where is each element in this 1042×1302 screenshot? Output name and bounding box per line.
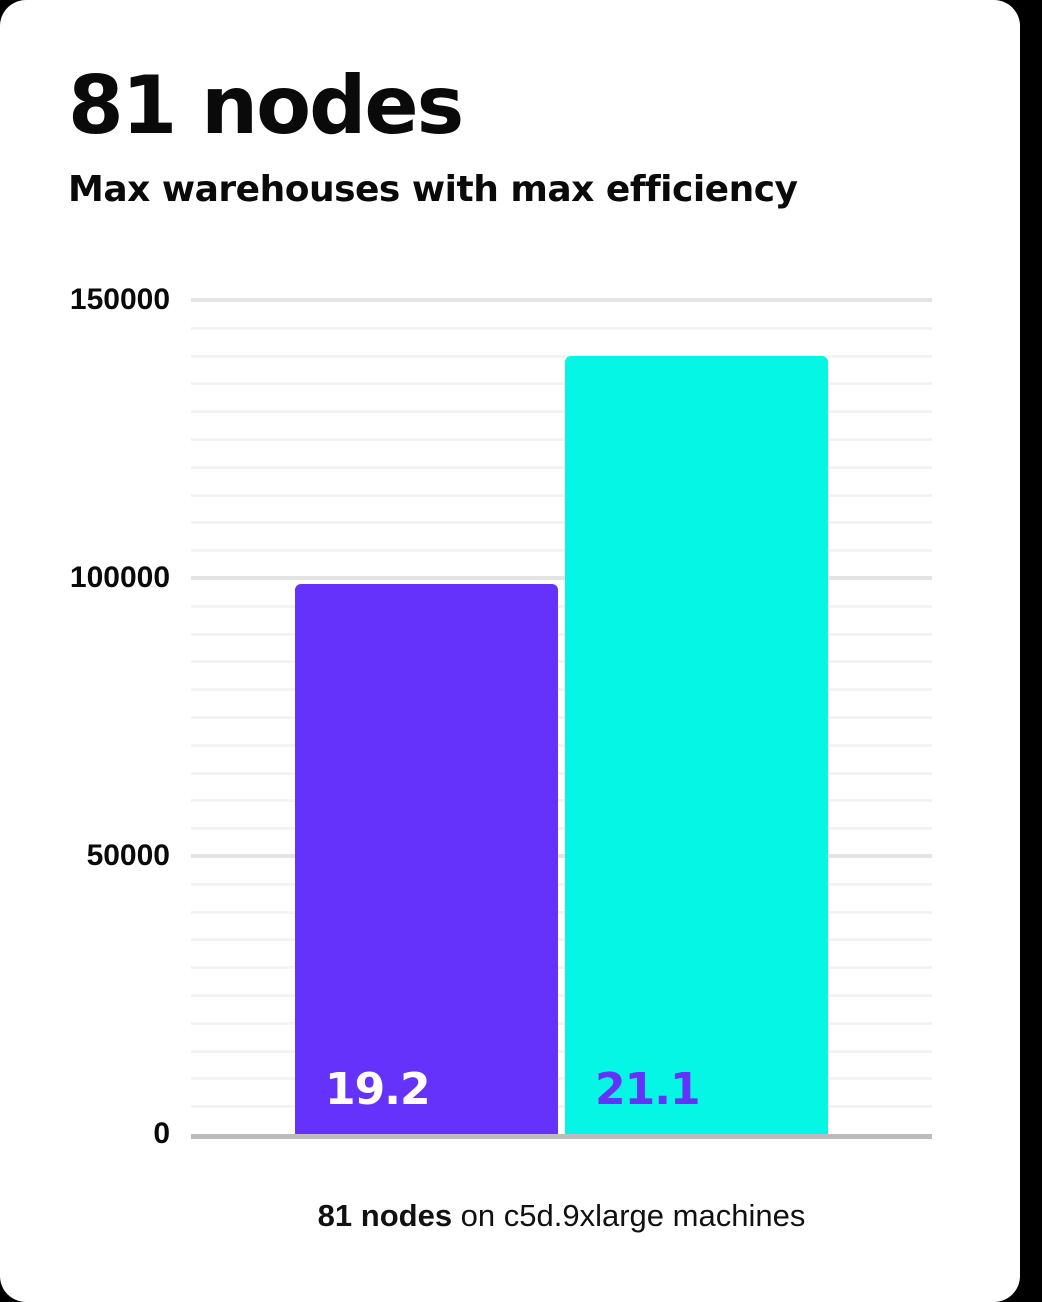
- gridline-minor: [191, 966, 932, 970]
- plot-area: 19.2 21.1: [191, 298, 932, 1139]
- caption-regular-text: on c5d.9xlarge machines: [452, 1198, 806, 1233]
- gridline-minor: [191, 1021, 932, 1025]
- gridline-minor: [191, 382, 932, 386]
- x-axis-line: [191, 1134, 932, 1139]
- gridline-minor: [191, 604, 932, 608]
- gridline-minor: [191, 465, 932, 469]
- gridline-major: [191, 298, 932, 302]
- gridline-minor: [191, 688, 932, 692]
- gridline-minor: [191, 632, 932, 636]
- gridline-minor: [191, 910, 932, 914]
- gridline-minor: [191, 799, 932, 803]
- y-axis-tick-label: 50000: [86, 839, 170, 872]
- gridline-minor: [191, 326, 932, 330]
- gridline-minor: [191, 938, 932, 942]
- gridline-minor: [191, 771, 932, 775]
- gridline-minor: [191, 882, 932, 886]
- gridline-major: [191, 576, 932, 580]
- chart-caption: 81 nodes on c5d.9xlarge machines: [191, 1196, 932, 1236]
- gridline-minor: [191, 354, 932, 358]
- bar-21-1: 21.1: [565, 356, 828, 1134]
- gridline-minor: [191, 660, 932, 664]
- gridline-major: [191, 854, 932, 858]
- bar-value-label: 19.2: [325, 1064, 431, 1115]
- report-card: 81 nodes Max warehouses with max efficie…: [0, 0, 1020, 1302]
- gridline-minor: [191, 521, 932, 525]
- gridline-minor: [191, 994, 932, 997]
- page-title: 81 nodes: [68, 59, 464, 152]
- y-axis-tick-label: 0: [153, 1117, 170, 1150]
- page-subtitle: Max warehouses with max efficiency: [68, 169, 798, 210]
- gridline-minor: [191, 1049, 932, 1053]
- gridline-minor: [191, 1077, 932, 1081]
- gridline-minor: [191, 438, 932, 441]
- gridline-minor: [191, 1105, 932, 1109]
- caption-bold-text: 81 nodes: [317, 1198, 453, 1233]
- bar-19-2: 19.2: [295, 584, 558, 1134]
- gridline-minor: [191, 743, 932, 747]
- y-axis-tick-label: 150000: [69, 283, 170, 316]
- gridline-minor: [191, 549, 932, 553]
- gridline-minor: [191, 410, 932, 414]
- gridline-minor: [191, 716, 932, 719]
- gridline-minor: [191, 827, 932, 831]
- bar-value-label: 21.1: [595, 1064, 701, 1115]
- bar-chart: 19.2 21.1 0 50000 100000 150000: [69, 283, 932, 1150]
- y-axis-tick-label: 100000: [69, 561, 170, 594]
- gridline-minor: [191, 493, 932, 497]
